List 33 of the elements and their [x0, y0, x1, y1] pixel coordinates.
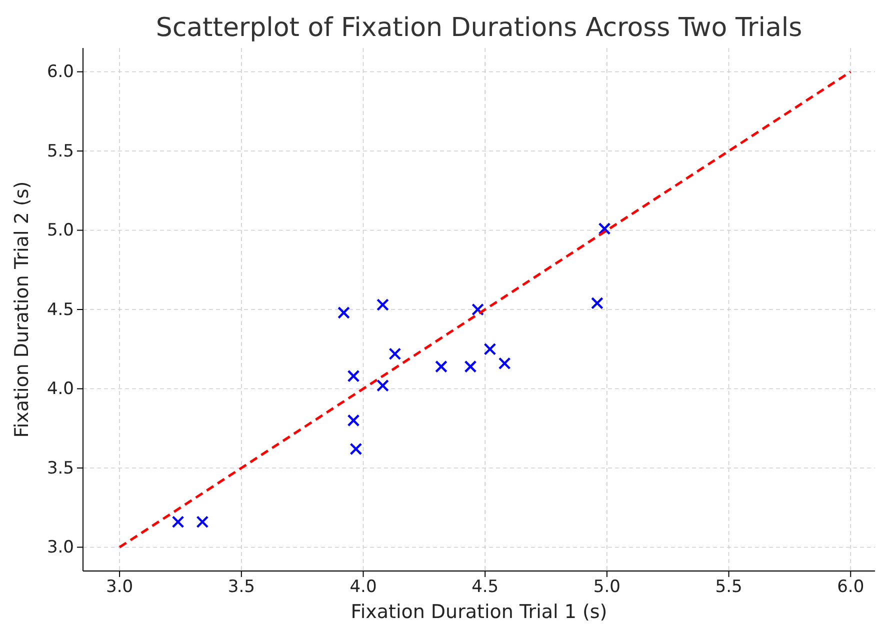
point: [435, 360, 448, 373]
x-tick-label: 4.5: [472, 577, 499, 598]
x-tick-label: 4.0: [350, 577, 377, 598]
x-tick-label: 3.0: [106, 577, 134, 598]
x-tick-label: 5.5: [715, 577, 742, 598]
point: [347, 414, 360, 427]
y-tick-label: 5.5: [46, 141, 74, 162]
point: [484, 342, 496, 356]
x-tick-label: 3.5: [228, 577, 255, 598]
point: [376, 298, 389, 311]
y-tick-label: 3.5: [46, 458, 74, 478]
point: [464, 360, 477, 373]
point: [388, 348, 402, 360]
x-axis-title: Fixation Duration Trial 1 (s): [350, 601, 608, 623]
y-axis-title: Fixation Duration Trial 2 (s): [11, 181, 33, 438]
point: [598, 222, 611, 235]
point: [590, 296, 604, 310]
y-tick-label: 6.0: [46, 62, 74, 82]
point: [338, 306, 350, 319]
y-tick-label: 5.0: [46, 220, 74, 241]
point: [498, 357, 511, 370]
x-tick-label: 6.0: [837, 577, 864, 598]
point: [472, 303, 484, 316]
x-tick-label: 5.0: [593, 577, 620, 598]
point: [350, 442, 362, 456]
point: [172, 516, 184, 528]
point: [196, 516, 209, 528]
point: [347, 370, 360, 382]
y-tick-label: 3.0: [46, 538, 74, 558]
y-tick-label: 4.0: [46, 379, 74, 400]
chart-title: Scatterplot of Fixation Durations Across Two Trials: [156, 13, 802, 43]
point: [376, 379, 389, 392]
y-tick-label: 4.5: [46, 300, 74, 320]
